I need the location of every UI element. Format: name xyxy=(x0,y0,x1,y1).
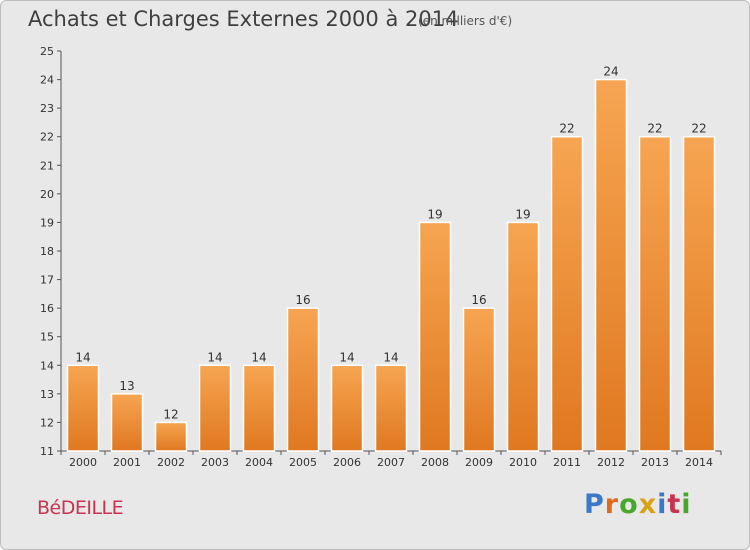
y-tick-label: 16 xyxy=(40,302,54,315)
y-tick-label: 17 xyxy=(40,274,54,287)
bar-2014 xyxy=(682,135,716,452)
bar-2010 xyxy=(506,221,540,452)
y-tick-label: 11 xyxy=(40,445,54,458)
logo-letter: o xyxy=(619,489,639,520)
y-tick-label: 24 xyxy=(40,74,54,87)
bar-2012 xyxy=(594,78,628,452)
x-tick-label: 2009 xyxy=(465,456,493,469)
logo-letter: t xyxy=(667,489,682,520)
bar-2006 xyxy=(330,364,364,452)
bar-2008 xyxy=(418,221,452,452)
y-tick-label: 13 xyxy=(40,388,54,401)
bar-value-label: 22 xyxy=(691,122,706,136)
bar-value-label: 16 xyxy=(295,293,310,307)
x-tick-label: 2000 xyxy=(69,456,97,469)
logo-letter: i xyxy=(657,489,668,520)
proxiti-logo[interactable]: Proxiti xyxy=(584,489,692,520)
bar-value-label: 19 xyxy=(515,207,530,221)
bar-2004 xyxy=(242,364,276,452)
bar-value-label: 14 xyxy=(383,350,398,364)
bar-value-label: 14 xyxy=(339,350,354,364)
bar-2005 xyxy=(286,307,320,452)
bar-value-label: 16 xyxy=(471,293,486,307)
y-tick-label: 21 xyxy=(40,159,54,172)
x-tick-label: 2011 xyxy=(553,456,581,469)
y-tick-label: 22 xyxy=(40,131,54,144)
logo-letter: i xyxy=(681,489,692,520)
chart-subtitle: (en milliers d'€) xyxy=(418,14,513,28)
y-tick-label: 19 xyxy=(40,216,54,229)
y-tick-label: 18 xyxy=(40,245,54,258)
bar-value-label: 19 xyxy=(427,207,442,221)
bar-value-label: 14 xyxy=(75,350,90,364)
x-tick-label: 2008 xyxy=(421,456,449,469)
x-tick-label: 2004 xyxy=(245,456,273,469)
x-tick-label: 2013 xyxy=(641,456,669,469)
x-tick-label: 2007 xyxy=(377,456,405,469)
logo-letter: r xyxy=(604,489,620,520)
logo-letter: P xyxy=(584,489,605,520)
chart-value-labels: 14 13 12 14 14 16 14 14 19 16 19 22 24 22 22 xyxy=(75,65,706,422)
x-tick-label: 2012 xyxy=(597,456,625,469)
bar-value-label: 22 xyxy=(559,122,574,136)
bar-2013 xyxy=(638,135,672,452)
bar-value-label: 12 xyxy=(163,407,178,421)
x-tick-label: 2003 xyxy=(201,456,229,469)
bar-2002 xyxy=(154,421,188,452)
bar-value-label: 13 xyxy=(119,379,134,393)
y-tick-label: 25 xyxy=(40,45,54,58)
bar-value-label: 22 xyxy=(647,122,662,136)
x-tick-label: 2002 xyxy=(157,456,185,469)
y-tick-label: 23 xyxy=(40,102,54,115)
x-tick-label: 2001 xyxy=(113,456,141,469)
bar-2001 xyxy=(110,393,144,452)
y-tick-label: 12 xyxy=(40,416,54,429)
chart-bars xyxy=(66,78,716,452)
chart-axes: 11 12 13 14 15 16 17 18 19 20 21 22 23 24 25 2000 2001 20… xyxy=(40,45,722,469)
bar-2009 xyxy=(462,307,496,452)
bar-2000 xyxy=(66,364,100,452)
bar-value-label: 24 xyxy=(603,65,618,79)
bar-value-label: 14 xyxy=(251,350,266,364)
x-tick-label: 2005 xyxy=(289,456,317,469)
y-tick-label: 20 xyxy=(40,188,54,201)
x-tick-label: 2010 xyxy=(509,456,537,469)
chart-title: Achats et Charges Externes 2000 à 2014 xyxy=(28,7,459,31)
commune-name: BéDEILLE xyxy=(37,497,124,519)
bar-value-label: 14 xyxy=(207,350,222,364)
logo-letter: x xyxy=(638,489,658,520)
y-tick-label: 14 xyxy=(40,359,54,372)
y-tick-label: 15 xyxy=(40,331,54,344)
x-tick-label: 2006 xyxy=(333,456,361,469)
bar-2003 xyxy=(198,364,232,452)
x-tick-label: 2014 xyxy=(685,456,713,469)
bar-2007 xyxy=(374,364,408,452)
bar-2011 xyxy=(550,135,584,452)
